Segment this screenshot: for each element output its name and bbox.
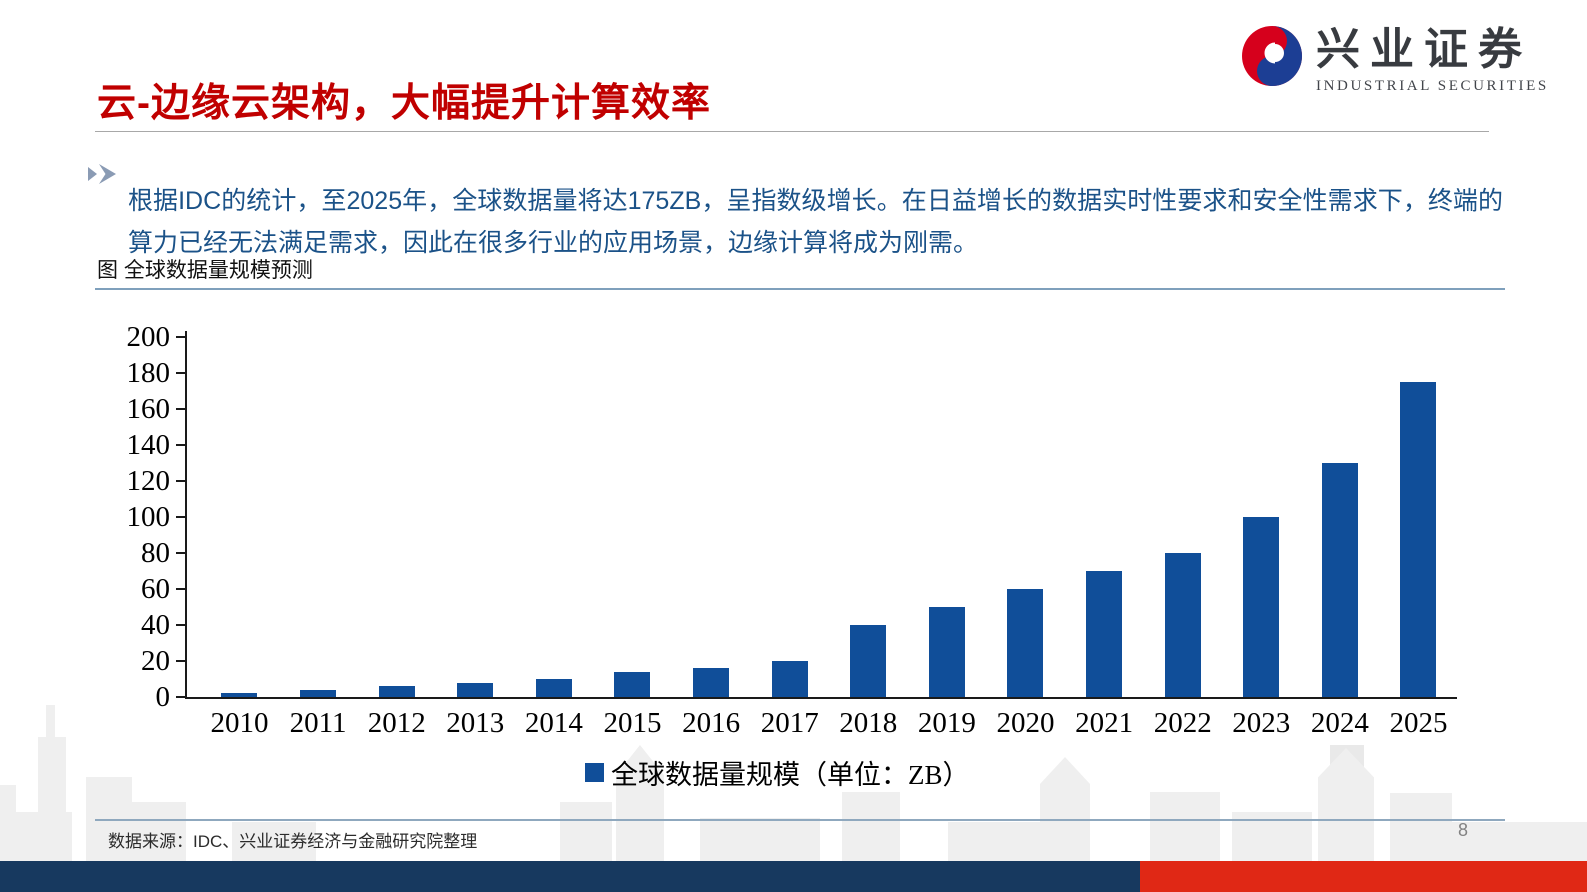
x-axis-line [185,697,1457,699]
company-logo: 兴业证券 INDUSTRIAL SECURITIES [1240,24,1549,95]
x-tick-label: 2018 [839,707,898,739]
x-tick-label: 2025 [1389,707,1448,739]
page-number: 8 [1457,820,1468,840]
logo-swirl-icon [1242,26,1302,86]
x-tick-label: 2015 [603,707,662,739]
building-shape [842,792,900,861]
y-tick-mark [176,372,185,374]
x-tick-label: 2021 [1075,707,1134,739]
x-tick-label: 2014 [524,707,583,739]
chart-legend: 全球数据量规模（单位：ZB） [585,753,970,792]
y-tick-mark [176,444,185,446]
source-note: 数据来源：IDC、兴业证券经济与金融研究院整理 [108,832,478,851]
title-divider [95,131,1489,132]
logo-text: 兴业证券 INDUSTRIAL SECURITIES [1316,24,1549,95]
building-shape [38,737,66,861]
y-tick-label: 0 [155,681,171,713]
bar-2021 [1085,571,1122,697]
x-tick-label: 2022 [1153,707,1212,739]
building-shape [948,822,1040,861]
y-axis-line [185,331,187,699]
y-tick-label: 40 [141,609,170,641]
bar-2024 [1321,463,1358,697]
x-tick-label: 2012 [367,707,426,739]
logo-name-en: INDUSTRIAL SECURITIES [1316,78,1549,94]
bar-2018 [850,625,887,697]
bottom-bar-blue-segment [0,861,1140,892]
y-tick-mark [176,660,185,662]
x-tick-label: 2017 [760,707,819,739]
bar-2012 [378,686,415,697]
x-tick-label: 2023 [1232,707,1291,739]
y-tick-mark [176,624,185,626]
x-tick-label: 2016 [682,707,741,739]
y-tick-mark [176,516,185,518]
y-tick-mark [176,588,185,590]
bullet-text: 根据IDC的统计，至2025年，全球数据量将达175ZB，呈指数级增长。在日益增… [128,187,1503,257]
building-shape [232,822,316,861]
bar-2013 [457,682,494,697]
x-tick-label: 2013 [446,707,505,739]
x-tick-label: 2011 [289,707,347,739]
y-tick-mark [176,408,185,410]
caption-divider [95,288,1505,290]
bar-2020 [1007,589,1044,697]
y-tick-mark [176,336,185,338]
building-shape [1390,793,1452,861]
bar-2022 [1164,553,1201,697]
logo-name-cn: 兴业证券 [1316,25,1532,74]
bottom-bar-red-segment [1140,861,1587,892]
x-tick-label: 2024 [1310,707,1369,739]
y-tick-mark [176,696,185,698]
legend-label: 全球数据量规模（单位：ZB） [611,760,970,790]
building-shape [700,818,820,861]
building-shape [122,802,186,861]
figure-caption: 图 全球数据量规模预测 [97,259,313,282]
bar-2014 [535,679,572,697]
y-tick-label: 80 [141,537,170,569]
bar-2017 [771,661,808,697]
y-tick-label: 100 [126,501,171,533]
building-shape [46,705,55,745]
bar-2016 [692,668,729,697]
bar-2019 [928,607,965,697]
bar-2023 [1243,517,1280,697]
bullet-arrow-icon [88,164,116,184]
building-shape [560,802,612,861]
building-shape [1150,792,1220,861]
x-tick-label: 2020 [996,707,1055,739]
y-tick-label: 160 [126,393,171,425]
legend-swatch [585,763,604,782]
building-shape [1450,822,1587,861]
footer-divider [95,819,1505,821]
y-tick-label: 180 [126,357,171,389]
bar-2010 [221,693,258,697]
bar-2025 [1400,382,1437,697]
y-tick-label: 140 [126,429,171,461]
y-tick-mark [176,480,185,482]
x-tick-label: 2019 [917,707,976,739]
y-tick-label: 200 [126,321,171,353]
page-title: 云-边缘云架构，大幅提升计算效率 [97,82,711,125]
y-tick-label: 20 [141,645,170,677]
y-tick-mark [176,552,185,554]
y-tick-label: 120 [126,465,171,497]
y-tick-label: 60 [141,573,170,605]
bar-2015 [614,671,651,697]
bottom-bar [0,861,1587,892]
bar-2011 [299,689,336,697]
x-tick-label: 2010 [210,707,269,739]
